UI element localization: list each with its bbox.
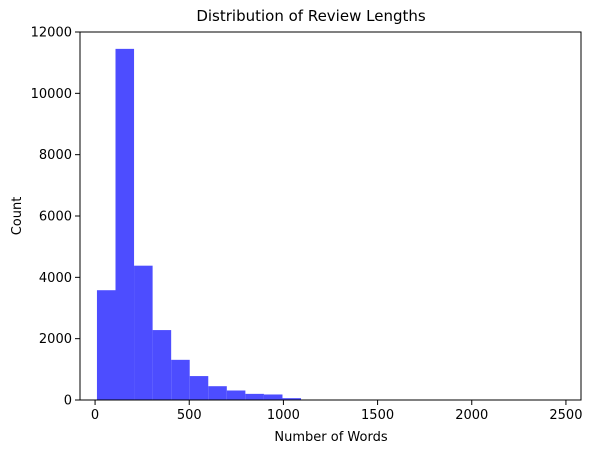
y-tick-label: 10000: [31, 87, 72, 102]
x-tick-label: 1500: [361, 408, 394, 423]
x-tick-label: 1000: [267, 408, 300, 423]
x-tick-label: 2000: [455, 408, 488, 423]
histogram-bar: [226, 390, 246, 400]
histogram-bar: [282, 398, 302, 400]
y-tick-label: 12000: [31, 26, 72, 41]
bars-group: [96, 48, 561, 400]
histogram-bar: [263, 394, 283, 400]
x-tick-label: 500: [177, 408, 202, 423]
histogram-bar: [189, 376, 209, 400]
x-tick-label: 0: [91, 408, 99, 423]
histogram-bar: [152, 330, 172, 400]
y-tick-label: 6000: [39, 210, 72, 225]
histogram-bar: [96, 290, 116, 400]
x-tick-label: 2500: [549, 408, 582, 423]
histogram-bar: [245, 393, 264, 400]
x-axis: 0 500 1000 1500 2000 2500: [91, 400, 582, 423]
y-tick-label: 8000: [39, 148, 72, 163]
x-axis-label: Number of Words: [274, 430, 387, 445]
y-tick-label: 2000: [39, 332, 72, 347]
y-tick-label: 0: [64, 394, 72, 409]
y-axis-label: Count: [10, 197, 25, 236]
histogram-bar: [115, 48, 135, 400]
histogram-bar: [171, 359, 190, 400]
y-tick-label: 4000: [39, 271, 72, 286]
chart-title: Distribution of Review Lengths: [196, 7, 426, 25]
histogram-bar: [134, 265, 153, 400]
y-axis: 0 2000 4000 6000 8000 10000 12000: [31, 26, 80, 409]
histogram-bar: [208, 386, 227, 400]
